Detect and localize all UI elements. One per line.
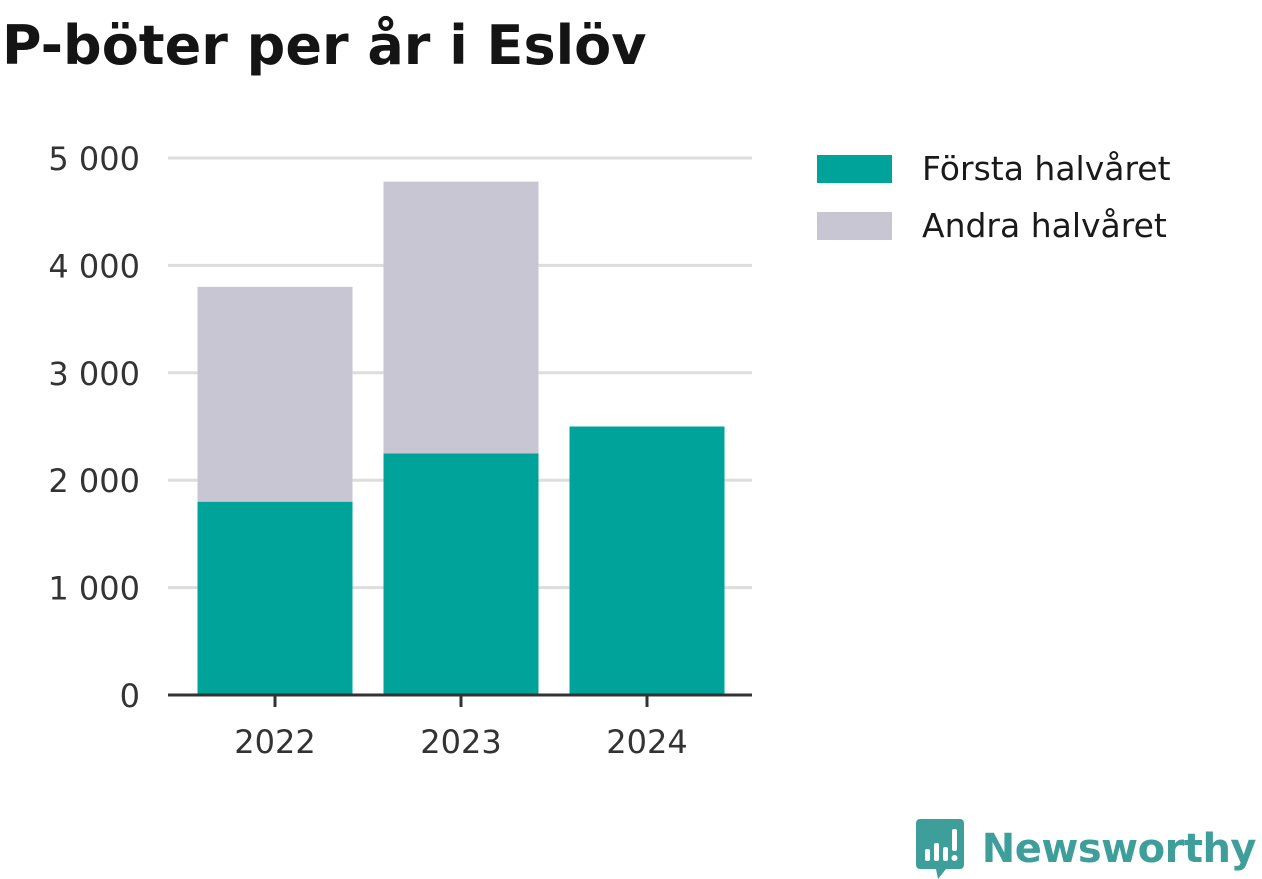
- legend-swatch-grey: [817, 211, 892, 240]
- y-tick-label: 4 000: [48, 247, 140, 285]
- legend-label: Andra halvåret: [922, 206, 1167, 245]
- newsworthy-logo-icon: [915, 819, 964, 879]
- legend: Första halvåret Andra halvåret: [817, 140, 1171, 254]
- y-tick-label: 0: [120, 677, 140, 715]
- bar-2023-forsta: [383, 453, 539, 695]
- legend-swatch-teal: [817, 154, 892, 183]
- brand-logo[interactable]: Newsworthy: [915, 819, 1257, 879]
- y-tick-label: 5 000: [48, 140, 140, 178]
- x-axis-ticks: 2022 2023 2024: [234, 695, 688, 761]
- brand-name: Newsworthy: [981, 826, 1257, 872]
- y-tick-label: 2 000: [48, 462, 140, 500]
- y-tick-label: 3 000: [48, 355, 140, 393]
- bar-2024-forsta: [569, 426, 725, 695]
- legend-label: Första halvåret: [922, 149, 1171, 188]
- bar-2023-andra: [383, 181, 539, 454]
- bar-chart: 0 1 000 2 000 3 000 4 000 5 000 2022 2023 2024: [48, 140, 752, 761]
- legend-item-andra[interactable]: Andra halvåret: [817, 197, 1171, 254]
- y-tick-label: 1 000: [48, 570, 140, 608]
- chart-title: P-böter per år i Eslöv: [2, 14, 647, 77]
- x-tick-label: 2024: [606, 723, 687, 761]
- x-tick-label: 2022: [234, 723, 315, 761]
- legend-item-forsta[interactable]: Första halvåret: [817, 140, 1171, 197]
- bars: [197, 181, 725, 695]
- bar-2022-andra: [197, 286, 353, 502]
- x-tick-label: 2023: [420, 723, 501, 761]
- bar-2022-forsta: [197, 501, 353, 695]
- y-axis-ticks: 0 1 000 2 000 3 000 4 000 5 000: [48, 140, 140, 715]
